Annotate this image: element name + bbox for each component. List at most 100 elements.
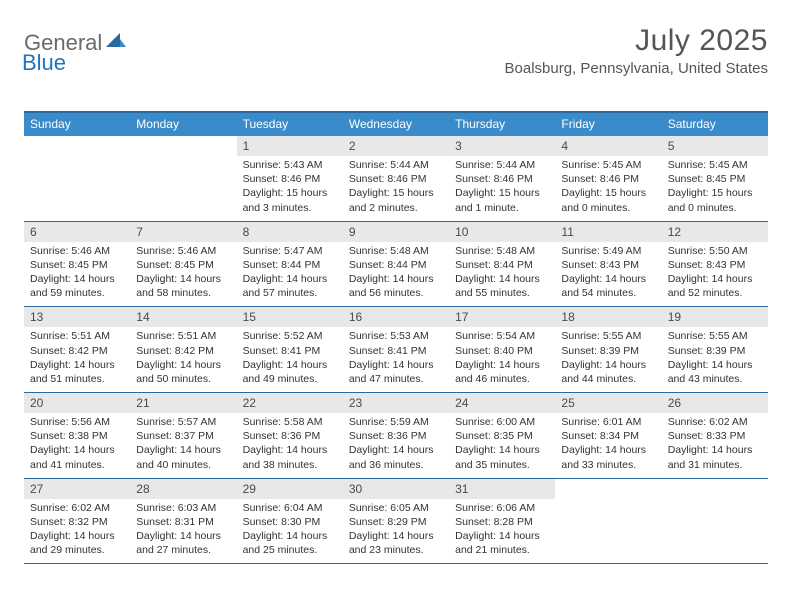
day-dl2: and 54 minutes. <box>561 286 655 300</box>
calendar-cell: 7Sunrise: 5:46 AMSunset: 8:45 PMDaylight… <box>130 222 236 307</box>
day-sunrise: Sunrise: 5:57 AM <box>136 415 230 429</box>
calendar-cell: 25Sunrise: 6:01 AMSunset: 8:34 PMDayligh… <box>555 393 661 478</box>
calendar-cell: 26Sunrise: 6:02 AMSunset: 8:33 PMDayligh… <box>662 393 768 478</box>
calendar-cell: 31Sunrise: 6:06 AMSunset: 8:28 PMDayligh… <box>449 479 555 564</box>
day-number: 27 <box>24 479 130 499</box>
calendar-cell: 21Sunrise: 5:57 AMSunset: 8:37 PMDayligh… <box>130 393 236 478</box>
day-dl2: and 35 minutes. <box>455 458 549 472</box>
day-dl1: Daylight: 15 hours <box>455 186 549 200</box>
logo-text-blue: Blue <box>22 50 66 75</box>
calendar-cell: 4 Sunrise: 5:45 AMSunset: 8:46 PMDaylight… <box>555 136 661 221</box>
day-number: 29 <box>237 479 343 499</box>
calendar-cell: 27Sunrise: 6:02 AMSunset: 8:32 PMDayligh… <box>24 479 130 564</box>
day-number: 3 <box>449 136 555 156</box>
weeks-container: ..1Sunrise: 5:43 AMSunset: 8:46 PMDaylig… <box>24 136 768 564</box>
day-sunrise: Sunrise: 5:55 AM <box>561 329 655 343</box>
day-number: 17 <box>449 307 555 327</box>
day-sunrise: Sunrise: 5:59 AM <box>349 415 443 429</box>
day-body: Sunrise: 5:46 AMSunset: 8:45 PMDaylight:… <box>24 242 130 307</box>
calendar-cell: 29Sunrise: 6:04 AMSunset: 8:30 PMDayligh… <box>237 479 343 564</box>
week-row: 13Sunrise: 5:51 AMSunset: 8:42 PMDayligh… <box>24 307 768 393</box>
day-dl2: and 2 minutes. <box>349 201 443 215</box>
day-dl1: Daylight: 14 hours <box>668 272 762 286</box>
day-sunrise: Sunrise: 5:51 AM <box>136 329 230 343</box>
day-sunrise: Sunrise: 5:55 AM <box>668 329 762 343</box>
day-dl1: Daylight: 14 hours <box>455 358 549 372</box>
day-body: Sunrise: 6:00 AMSunset: 8:35 PMDaylight:… <box>449 413 555 478</box>
day-dl2: and 33 minutes. <box>561 458 655 472</box>
day-dl2: and 46 minutes. <box>455 372 549 386</box>
calendar-cell: . <box>555 479 661 564</box>
day-number: 18 <box>555 307 661 327</box>
day-sunrise: Sunrise: 6:00 AM <box>455 415 549 429</box>
day-dl1: Daylight: 14 hours <box>243 358 337 372</box>
day-sunrise: Sunrise: 5:51 AM <box>30 329 124 343</box>
day-body: Sunrise: 5:47 AMSunset: 8:44 PMDaylight:… <box>237 242 343 307</box>
day-number: 15 <box>237 307 343 327</box>
day-header-tuesday: Tuesday <box>237 113 343 136</box>
day-number: 23 <box>343 393 449 413</box>
day-body: Sunrise: 5:53 AMSunset: 8:41 PMDaylight:… <box>343 327 449 392</box>
week-row: 6Sunrise: 5:46 AMSunset: 8:45 PMDaylight… <box>24 222 768 308</box>
day-sunrise: Sunrise: 6:02 AM <box>30 501 124 515</box>
day-sunset: Sunset: 8:43 PM <box>668 258 762 272</box>
day-dl2: and 49 minutes. <box>243 372 337 386</box>
day-headers-row: Sunday Monday Tuesday Wednesday Thursday… <box>24 113 768 136</box>
day-sunset: Sunset: 8:28 PM <box>455 515 549 529</box>
title-location: Boalsburg, Pennsylvania, United States <box>505 60 769 77</box>
day-number: 1 <box>237 136 343 156</box>
day-number: 11 <box>555 222 661 242</box>
day-header-saturday: Saturday <box>662 113 768 136</box>
day-number: 5 <box>662 136 768 156</box>
day-sunset: Sunset: 8:31 PM <box>136 515 230 529</box>
day-dl2: and 0 minutes. <box>561 201 655 215</box>
day-sunset: Sunset: 8:30 PM <box>243 515 337 529</box>
day-sunrise: Sunrise: 5:56 AM <box>30 415 124 429</box>
day-sunset: Sunset: 8:39 PM <box>668 344 762 358</box>
day-sunset: Sunset: 8:45 PM <box>136 258 230 272</box>
day-body: Sunrise: 5:46 AMSunset: 8:45 PMDaylight:… <box>130 242 236 307</box>
day-sunrise: Sunrise: 5:46 AM <box>30 244 124 258</box>
calendar-cell: . <box>130 136 236 221</box>
calendar-cell: 1Sunrise: 5:43 AMSunset: 8:46 PMDaylight… <box>237 136 343 221</box>
day-number: 31 <box>449 479 555 499</box>
day-body: Sunrise: 5:55 AMSunset: 8:39 PMDaylight:… <box>555 327 661 392</box>
day-dl1: Daylight: 14 hours <box>561 443 655 457</box>
day-sunrise: Sunrise: 5:45 AM <box>561 158 655 172</box>
day-dl2: and 1 minute. <box>455 201 549 215</box>
day-sunset: Sunset: 8:38 PM <box>30 429 124 443</box>
day-sunrise: Sunrise: 6:04 AM <box>243 501 337 515</box>
calendar-cell: . <box>24 136 130 221</box>
calendar-cell: 12Sunrise: 5:50 AMSunset: 8:43 PMDayligh… <box>662 222 768 307</box>
day-sunset: Sunset: 8:46 PM <box>455 172 549 186</box>
day-dl1: Daylight: 15 hours <box>561 186 655 200</box>
day-sunset: Sunset: 8:34 PM <box>561 429 655 443</box>
calendar-cell: 19 Sunrise: 5:55 AMSunset: 8:39 PMDayligh… <box>662 307 768 392</box>
day-sunset: Sunset: 8:46 PM <box>243 172 337 186</box>
day-number: 13 <box>24 307 130 327</box>
day-sunset: Sunset: 8:36 PM <box>243 429 337 443</box>
day-number: 4 <box>555 136 661 156</box>
day-dl2: and 29 minutes. <box>30 543 124 557</box>
day-dl1: Daylight: 14 hours <box>136 443 230 457</box>
day-sunrise: Sunrise: 6:03 AM <box>136 501 230 515</box>
day-sunrise: Sunrise: 5:44 AM <box>349 158 443 172</box>
day-dl1: Daylight: 14 hours <box>349 358 443 372</box>
day-body: Sunrise: 5:57 AMSunset: 8:37 PMDaylight:… <box>130 413 236 478</box>
day-body: Sunrise: 5:51 AMSunset: 8:42 PMDaylight:… <box>130 327 236 392</box>
day-sunrise: Sunrise: 6:02 AM <box>668 415 762 429</box>
day-number: 6 <box>24 222 130 242</box>
day-body: Sunrise: 5:43 AMSunset: 8:46 PMDaylight:… <box>237 156 343 221</box>
day-dl1: Daylight: 14 hours <box>668 358 762 372</box>
day-dl1: Daylight: 14 hours <box>561 358 655 372</box>
day-number: 2 <box>343 136 449 156</box>
day-dl1: Daylight: 14 hours <box>136 529 230 543</box>
title-month: July 2025 <box>505 24 769 58</box>
day-sunset: Sunset: 8:46 PM <box>561 172 655 186</box>
day-number: 19 <box>662 307 768 327</box>
calendar-cell: 22Sunrise: 5:58 AMSunset: 8:36 PMDayligh… <box>237 393 343 478</box>
day-dl2: and 59 minutes. <box>30 286 124 300</box>
day-sunset: Sunset: 8:35 PM <box>455 429 549 443</box>
day-sunrise: Sunrise: 6:06 AM <box>455 501 549 515</box>
day-sunrise: Sunrise: 5:48 AM <box>455 244 549 258</box>
